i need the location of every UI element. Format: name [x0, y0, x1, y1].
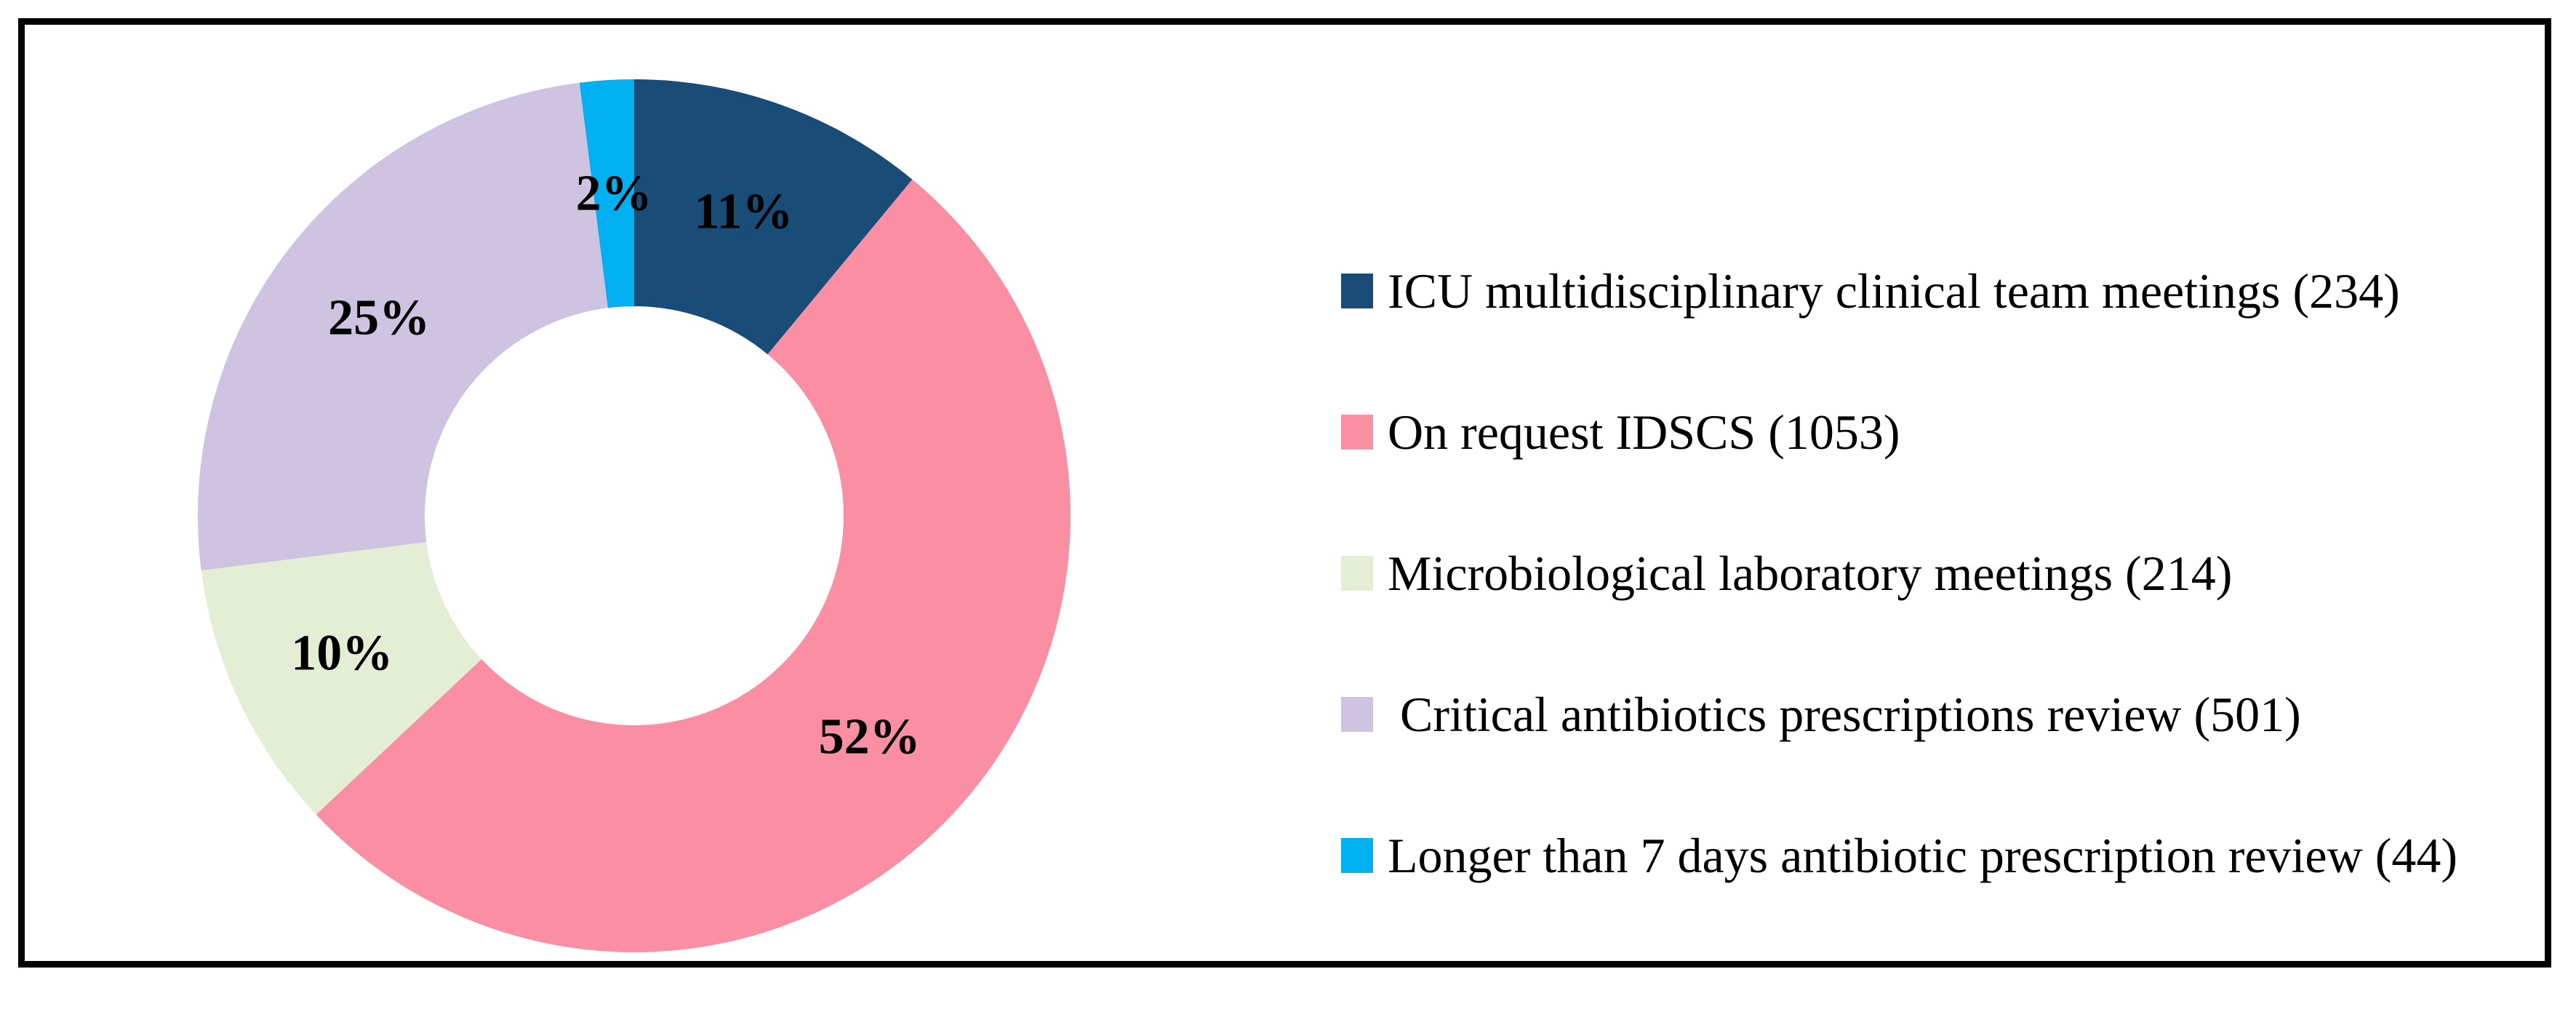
slice-percent-label-1: 52%	[819, 709, 921, 765]
slice-percent-label-2: 10%	[291, 626, 393, 682]
legend-item-0: ICU multidisciplinary clinical team meet…	[1341, 266, 2400, 316]
legend-swatch-icon	[1341, 556, 1373, 591]
legend-swatch-icon	[1341, 838, 1373, 873]
legend-item-2: Microbiological laboratory meetings (214…	[1341, 549, 2232, 598]
slice-percent-label-3: 25%	[328, 290, 430, 346]
legend-item-1: On request IDSCS (1053)	[1341, 407, 1900, 457]
legend-label: ICU multidisciplinary clinical team meet…	[1388, 263, 2400, 319]
donut-chart: 11% 52% 10% 25% 2%	[198, 79, 1071, 953]
legend-label: On request IDSCS (1053)	[1388, 404, 1900, 460]
legend-label: Microbiological laboratory meetings (214…	[1388, 546, 2233, 601]
slice-percent-label-0: 11%	[694, 184, 793, 240]
legend-swatch-icon	[1341, 415, 1373, 450]
legend-item-4: Longer than 7 days antibiotic prescripti…	[1341, 831, 2457, 880]
chart-slice-3	[198, 82, 608, 571]
chart-slice-2	[201, 542, 482, 815]
legend-swatch-icon	[1341, 274, 1373, 308]
legend-label: Critical antibiotics prescriptions revie…	[1388, 687, 2301, 742]
legend: ICU multidisciplinary clinical team meet…	[1341, 25, 2548, 1017]
slice-percent-label-4: 2%	[576, 165, 652, 221]
legend-label: Longer than 7 days antibiotic prescripti…	[1388, 828, 2457, 883]
chart-slice-0	[634, 79, 913, 355]
chart-slice-1	[316, 179, 1071, 953]
legend-swatch-icon	[1341, 697, 1373, 732]
chart-slice-4	[579, 79, 634, 308]
figure-frame: 11% 52% 10% 25% 2% ICU multidisciplinary cli…	[18, 18, 2551, 968]
legend-item-3: Critical antibiotics prescriptions revie…	[1341, 690, 2301, 739]
